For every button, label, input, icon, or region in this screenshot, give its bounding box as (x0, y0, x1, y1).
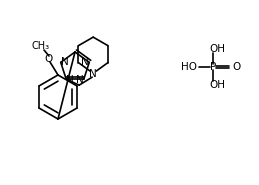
Text: HO: HO (181, 62, 197, 72)
Text: N: N (81, 57, 89, 67)
Text: P: P (210, 62, 216, 72)
Text: OH: OH (209, 80, 225, 90)
Text: N: N (61, 57, 69, 67)
Text: O: O (232, 62, 240, 72)
Text: OH: OH (209, 44, 225, 54)
Text: N: N (66, 75, 74, 85)
Text: O: O (44, 54, 52, 64)
Text: N: N (76, 75, 84, 85)
Text: CH₃: CH₃ (32, 41, 50, 51)
Text: N: N (89, 69, 97, 79)
